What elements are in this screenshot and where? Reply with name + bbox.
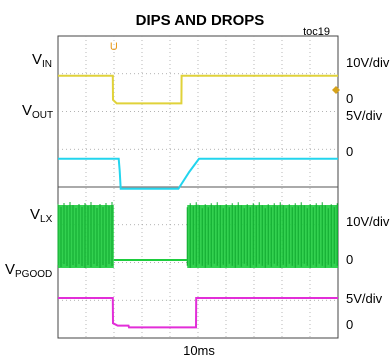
trace-group: U [57, 41, 340, 329]
vlx-label: VLX [30, 206, 53, 225]
vout-zero-label: 0 [346, 144, 353, 159]
trigger-marker: U [110, 41, 118, 53]
vlx-burst [186, 202, 338, 268]
vlx-scale-label: 10V/div [346, 214, 390, 229]
trace-pgood [58, 297, 338, 329]
figure-id: toc19 [303, 26, 330, 38]
trace-in [58, 74, 338, 105]
level-marker [332, 86, 340, 94]
vpgood-label: VPGOOD [5, 261, 52, 280]
trace-out [58, 157, 338, 190]
vpgood-scale-label: 5V/div [346, 291, 383, 306]
x-axis-label: 10ms [183, 343, 215, 358]
vlx-burst-fill [58, 205, 114, 268]
vin-scale-label: 10V/div [346, 55, 390, 70]
vlx-zero-label: 0 [346, 252, 353, 267]
plot-area [57, 35, 339, 339]
vout-label: VOUT [22, 102, 53, 121]
vout-scale-label: 5V/div [346, 108, 383, 123]
vpgood-zero-label: 0 [346, 317, 353, 332]
vin-zero-label: 0 [346, 91, 353, 106]
chart-title: DIPS AND DROPS [136, 12, 265, 29]
vlx-burst [57, 202, 114, 268]
vin-label: VIN [32, 51, 52, 70]
